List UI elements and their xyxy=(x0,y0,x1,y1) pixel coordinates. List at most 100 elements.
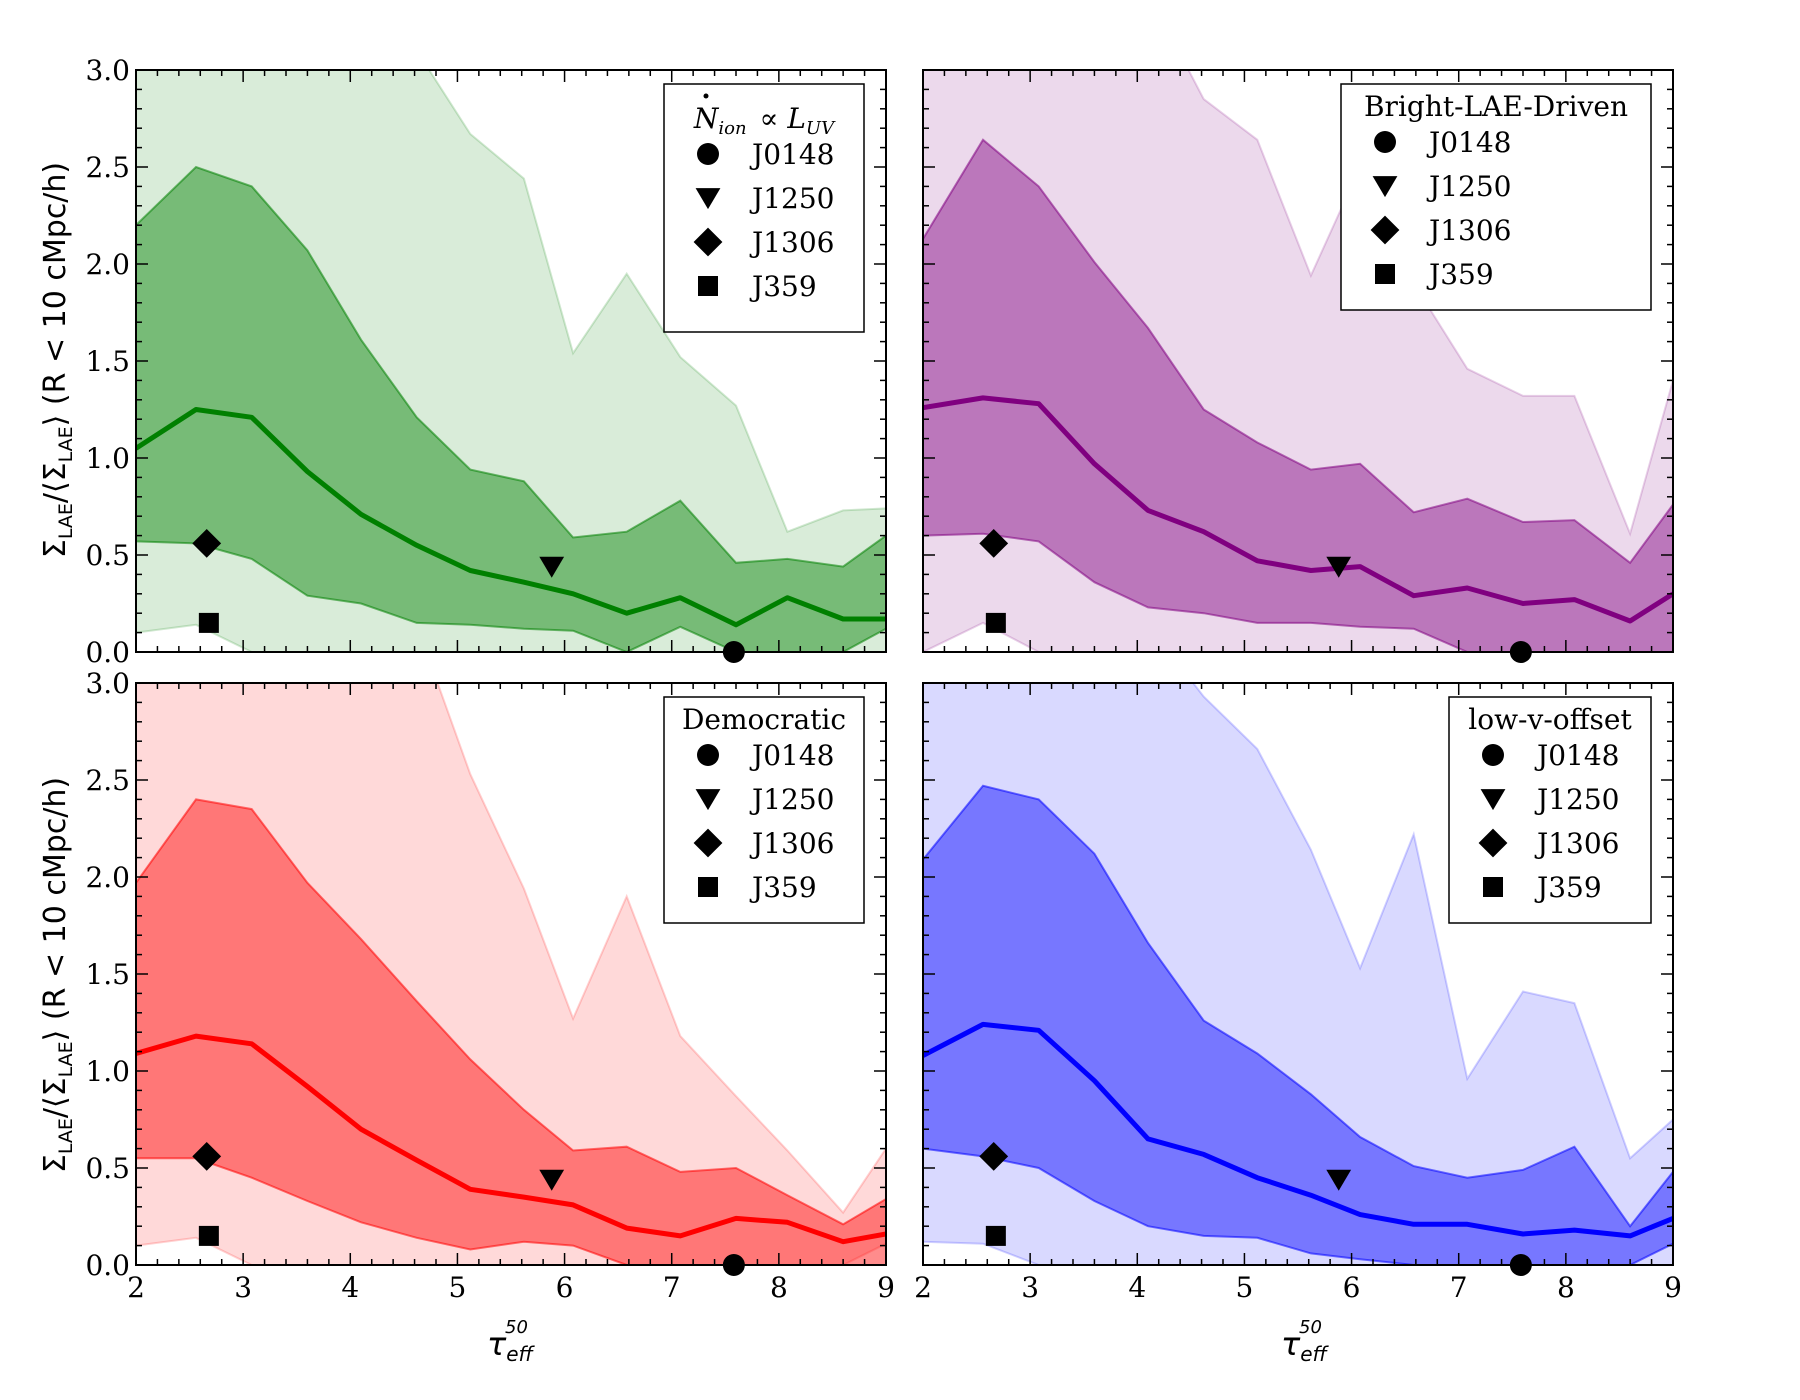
legend-box xyxy=(663,696,865,924)
xlabel-sup: 50 xyxy=(1299,1317,1322,1338)
legend-j0148-marker xyxy=(1482,744,1504,766)
legend-j0148-label: J0148 xyxy=(1426,126,1511,159)
x-tick-label: 4 xyxy=(1128,1271,1146,1304)
legend-j359-label: J359 xyxy=(1426,258,1494,291)
y-tick-label: 1.5 xyxy=(85,958,130,991)
x-tick-label: 9 xyxy=(1664,1271,1682,1304)
median-line xyxy=(923,395,1673,624)
legend-j1250-marker xyxy=(1480,789,1506,811)
outer-band xyxy=(923,683,1673,1265)
median-line xyxy=(136,407,886,628)
ylabel-sub-1: LAE xyxy=(55,1118,77,1154)
y-tick-label: 2.0 xyxy=(85,861,130,894)
median-line xyxy=(923,1021,1673,1239)
ylabel-sym-2: Σ xyxy=(38,1077,73,1096)
panel-bottom-left: 2 3 4 5 6 7 8 90.00.51.01.52.02.53.0DemocraticJ… xyxy=(85,667,895,1304)
obs-j1306-marker xyxy=(979,1141,1009,1171)
x-tick-label: 2 xyxy=(914,1271,932,1304)
obs-j359-marker xyxy=(198,612,219,633)
obs-j359-marker xyxy=(985,1225,1006,1246)
xlabel-sym: τ xyxy=(1281,1325,1301,1363)
ylabel-sub-2: LAE xyxy=(55,426,77,462)
y-tick-label: 1.0 xyxy=(85,442,130,475)
legend-j0148-label: J0148 xyxy=(1534,739,1619,772)
y-tick-label: 0.0 xyxy=(85,636,130,669)
legend-j1250-marker xyxy=(695,188,721,210)
ticks xyxy=(922,69,1674,653)
ylabel-sym-1: Σ xyxy=(38,1154,73,1173)
y-tick-label: 2.0 xyxy=(85,248,130,281)
legend-j0148-marker xyxy=(697,143,719,165)
xlabel-sym: τ xyxy=(487,1325,507,1363)
x-tick-label: 2 xyxy=(127,1271,145,1304)
outer-band xyxy=(136,70,886,652)
x-tick-label: 8 xyxy=(1557,1271,1575,1304)
svg-text:ΣLAE/⟨ΣLAE⟩ (R < 10 cMpc/h): ΣLAE/⟨ΣLAE⟩ (R < 10 cMpc/h) xyxy=(38,777,77,1173)
outer-band xyxy=(136,683,886,1265)
y-tick-label: 1.0 xyxy=(85,1055,130,1088)
ylabel-rest: (R < 10 cMpc/h) xyxy=(38,162,73,415)
legend-j1306-marker xyxy=(693,227,723,257)
legend-j1250-label: J1250 xyxy=(749,182,834,215)
legend-box xyxy=(1448,696,1652,924)
obs-j359-marker xyxy=(985,612,1006,633)
legend-j359-marker xyxy=(1483,877,1503,897)
ylabel-rest: (R < 10 cMpc/h) xyxy=(38,777,73,1030)
legend-j1306-label: J1306 xyxy=(1426,214,1511,247)
obs-j1306-marker xyxy=(192,528,222,558)
legend-j1306-marker xyxy=(1478,828,1508,858)
x-tick-label: 3 xyxy=(1021,1271,1039,1304)
y-axis-label-top: ΣLAE/⟨ΣLAE⟩ (R < 10 cMpc/h) xyxy=(38,162,77,558)
legend-title: Nion ∝ LUV xyxy=(693,102,836,139)
legend-j359-marker xyxy=(698,276,718,296)
obs-j1250-marker xyxy=(1326,1169,1352,1191)
x-tick-label: 7 xyxy=(663,1271,681,1304)
ylabel-sym-2: Σ xyxy=(38,462,73,481)
y-tick-label: 0.0 xyxy=(85,1249,130,1282)
inner-band xyxy=(923,784,1673,1265)
legend-j1306-label: J1306 xyxy=(749,827,834,860)
legend-j359-label: J359 xyxy=(749,871,817,904)
legend-j1306-label: J1306 xyxy=(749,226,834,259)
obs-j1306-marker xyxy=(979,528,1009,558)
x-tick-label: 7 xyxy=(1450,1271,1468,1304)
legend-box xyxy=(663,83,865,333)
y-tick-label: 2.5 xyxy=(85,764,130,797)
legend-j0148-marker xyxy=(697,744,719,766)
legend-j359-marker xyxy=(1375,264,1395,284)
obs-j1250-marker xyxy=(539,556,565,578)
legend-j0148-marker xyxy=(1374,131,1396,153)
svg-text:ΣLAE/⟨ΣLAE⟩ (R < 10 cMpc/h): ΣLAE/⟨ΣLAE⟩ (R < 10 cMpc/h) xyxy=(38,162,77,558)
xlabel-sub: eff xyxy=(1300,1342,1329,1366)
x-tick-label: 3 xyxy=(234,1271,252,1304)
inner-band xyxy=(136,798,886,1265)
xlabel-sup: 50 xyxy=(505,1317,528,1338)
obs-j1306-marker xyxy=(192,1141,222,1171)
plot-area xyxy=(136,683,886,1265)
y-tick-label: 0.5 xyxy=(85,539,130,572)
xlabel-sub: eff xyxy=(506,1342,535,1366)
legend-j1306-label: J1306 xyxy=(1534,827,1619,860)
x-tick-label: 9 xyxy=(877,1271,895,1304)
plot-area xyxy=(923,683,1673,1265)
ylabel-sym-1: Σ xyxy=(38,539,73,558)
x-axis-label-left: τeff 50 xyxy=(487,1317,536,1366)
legend-title: Democratic xyxy=(682,703,846,736)
x-tick-label: 6 xyxy=(1343,1271,1361,1304)
legend-j1250-label: J1250 xyxy=(749,783,834,816)
legend-j0148-label: J0148 xyxy=(749,739,834,772)
legend-j1250-label: J1250 xyxy=(1426,170,1511,203)
obs-j359-marker xyxy=(198,1225,219,1246)
legend-j1250-marker xyxy=(695,789,721,811)
y-tick-label: 2.5 xyxy=(85,151,130,184)
y-tick-label: 0.5 xyxy=(85,1152,130,1185)
legend-j359-marker xyxy=(698,877,718,897)
ticks xyxy=(135,682,887,1266)
x-tick-label: 6 xyxy=(556,1271,574,1304)
legend-j1250-marker xyxy=(1372,176,1398,198)
n-dot-accent xyxy=(703,93,709,99)
